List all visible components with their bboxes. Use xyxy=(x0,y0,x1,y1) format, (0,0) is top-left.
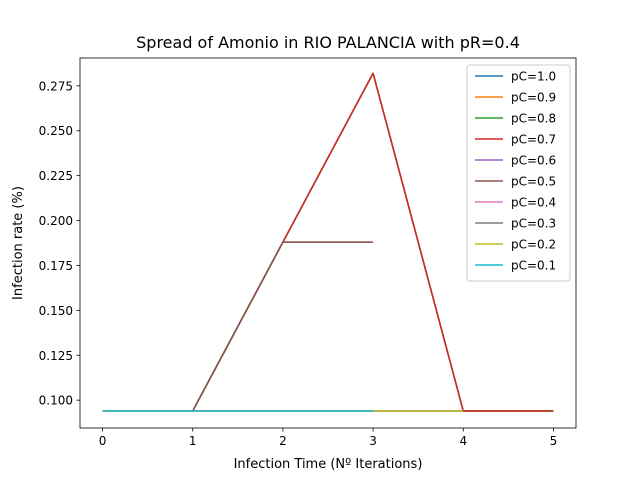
y-axis: 0.100 0.125 0.150 0.175 0.200 0.225 0.250 0.275 xyxy=(39,79,80,408)
legend-label: pC=0.4 xyxy=(511,196,556,210)
y-axis-label: Infection rate (%) xyxy=(11,186,26,300)
y-tick-label: 0.275 xyxy=(39,79,73,93)
legend-box xyxy=(466,64,571,282)
x-axis-label: Infection Time (Nº Iterations) xyxy=(234,457,423,472)
x-axis: 0 1 2 3 4 5 xyxy=(99,428,558,448)
y-tick-label: 0.225 xyxy=(39,169,73,183)
legend-label: pC=0.7 xyxy=(511,133,556,147)
y-tick-label: 0.175 xyxy=(39,259,73,273)
x-tick-label: 3 xyxy=(369,434,377,448)
y-tick-label: 0.100 xyxy=(39,394,73,408)
legend-label: pC=0.3 xyxy=(511,217,556,231)
x-tick-label: 4 xyxy=(459,434,467,448)
series-line-6 xyxy=(102,241,374,412)
legend-label: pC=0.5 xyxy=(511,175,556,189)
legend: pC=1.0 pC=0.9 pC=0.8 pC=0.7 pC=0.6 pC=0.5 pC=0… xyxy=(466,64,571,282)
x-tick-label: 2 xyxy=(279,434,287,448)
plot-frame xyxy=(79,57,577,429)
y-tick-label: 0.200 xyxy=(39,214,73,228)
legend-label: pC=0.8 xyxy=(511,112,556,126)
y-tick-label: 0.125 xyxy=(39,349,73,363)
y-tick-label: 0.250 xyxy=(39,124,73,138)
y-tick-label: 0.150 xyxy=(39,304,73,318)
x-tick-label: 1 xyxy=(189,434,197,448)
legend-label: pC=0.2 xyxy=(511,238,556,252)
legend-label: pC=0.1 xyxy=(511,259,556,273)
legend-label: pC=0.6 xyxy=(511,154,556,168)
plot-area xyxy=(79,57,577,429)
legend-label: pC=1.0 xyxy=(511,70,556,84)
x-tick-label: 5 xyxy=(550,434,558,448)
x-tick-label: 0 xyxy=(99,434,107,448)
chart-title: Spread of Amonio in RIO PALANCIA with pR… xyxy=(136,33,520,52)
legend-label: pC=0.9 xyxy=(511,91,556,105)
